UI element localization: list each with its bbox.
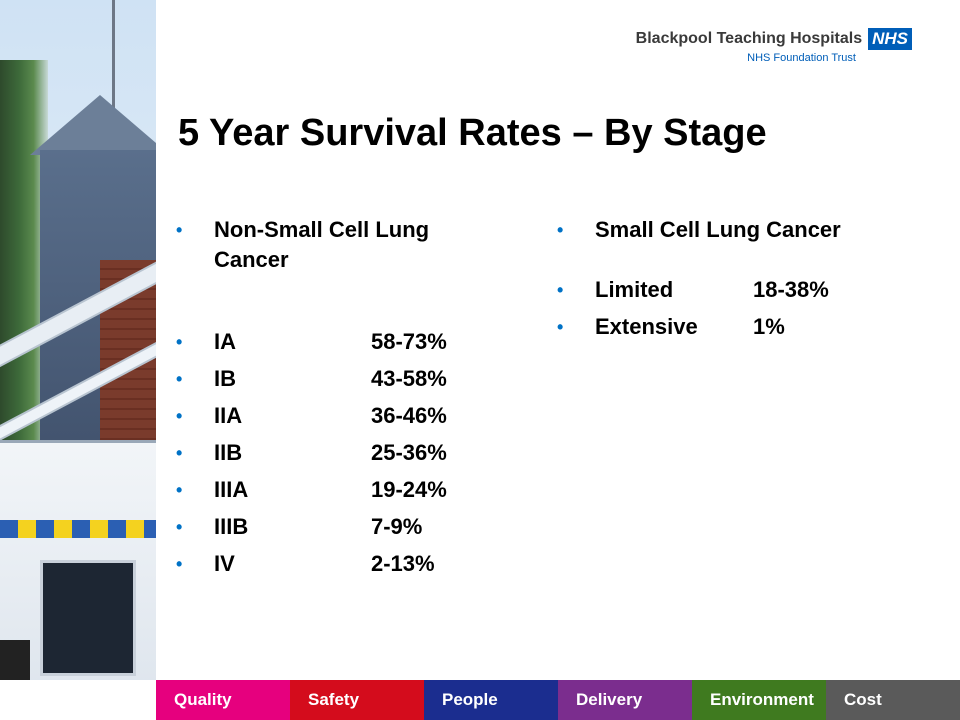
list-item: • IV 2-13% xyxy=(176,549,506,579)
bullet-icon: • xyxy=(176,443,183,463)
survival-rate: 2-13% xyxy=(371,551,435,576)
bullet-icon: • xyxy=(557,280,564,300)
stage-label: Limited xyxy=(595,277,674,302)
list-item: • Small Cell Lung Cancer xyxy=(557,215,937,245)
bullet-icon: • xyxy=(176,369,183,389)
list-item: • IIB 25-36% xyxy=(176,438,506,468)
nav-tab-cost[interactable]: Cost xyxy=(826,680,960,720)
survival-rate: 58-73% xyxy=(371,329,447,354)
photo-ambulance-stripe xyxy=(0,520,156,538)
slide-title: 5 Year Survival Rates – By Stage xyxy=(178,112,767,154)
survival-rate: 19-24% xyxy=(371,477,447,502)
nav-tab-delivery[interactable]: Delivery xyxy=(558,680,692,720)
sclc-list: • Small Cell Lung Cancer • Limited 18-38… xyxy=(557,215,937,349)
nsclc-heading: Non-Small Cell Lung Cancer xyxy=(214,217,430,272)
list-item: • Limited 18-38% xyxy=(557,275,937,305)
photo-ambulance-wheel xyxy=(0,640,30,680)
photo-roof xyxy=(30,95,156,155)
bullet-icon: • xyxy=(176,517,183,537)
trust-logo: Blackpool Teaching Hospitals NHS NHS Fou… xyxy=(636,28,912,64)
bullet-icon: • xyxy=(176,406,183,426)
list-item: • IIIB 7-9% xyxy=(176,512,506,542)
list-item: • IIIA 19-24% xyxy=(176,475,506,505)
stage-label: IIA xyxy=(214,403,243,428)
stage-label: IIB xyxy=(214,440,243,465)
bullet-icon: • xyxy=(557,220,564,240)
survival-rate: 7-9% xyxy=(371,514,423,539)
stage-label: IA xyxy=(214,329,236,354)
bullet-icon: • xyxy=(176,220,183,240)
logo-subtitle: NHS Foundation Trust xyxy=(747,52,856,64)
logo-name: Blackpool Teaching Hospitals xyxy=(635,30,863,47)
stage-label: IB xyxy=(214,366,236,391)
list-item: • Extensive 1% xyxy=(557,312,937,342)
list-item: • IA 58-73% xyxy=(176,327,506,357)
photo-ambulance-window xyxy=(40,560,136,676)
survival-rate: 36-46% xyxy=(371,403,447,428)
list-item: • IIA 36-46% xyxy=(176,401,506,431)
survival-rate: 25-36% xyxy=(371,440,447,465)
bullet-icon: • xyxy=(557,317,564,337)
bullet-icon: • xyxy=(176,480,183,500)
hospital-ambulance-photo xyxy=(0,0,156,680)
bullet-icon: • xyxy=(176,332,183,352)
nav-tab-safety[interactable]: Safety xyxy=(290,680,424,720)
sclc-heading: Small Cell Lung Cancer xyxy=(595,217,841,242)
nav-tab-quality[interactable]: Quality xyxy=(156,680,290,720)
survival-rate: 1% xyxy=(753,314,785,339)
stage-label: IIIB xyxy=(214,514,249,539)
survival-rate: 43-58% xyxy=(371,366,447,391)
nhs-badge: NHS xyxy=(868,28,912,50)
bullet-icon: • xyxy=(176,554,183,574)
nav-tab-environment[interactable]: Environment xyxy=(692,680,826,720)
footer-nav: Quality Safety People Delivery Environme… xyxy=(156,680,960,720)
stage-label: Extensive xyxy=(595,314,698,339)
stage-label: IIIA xyxy=(214,477,249,502)
list-item: • IB 43-58% xyxy=(176,364,506,394)
nav-tab-people[interactable]: People xyxy=(424,680,558,720)
list-item: • Non-Small Cell Lung Cancer xyxy=(176,215,506,275)
stage-label: IV xyxy=(214,551,235,576)
survival-rate: 18-38% xyxy=(753,277,829,302)
nsclc-list: • Non-Small Cell Lung Cancer • IA 58-73%… xyxy=(176,215,506,586)
